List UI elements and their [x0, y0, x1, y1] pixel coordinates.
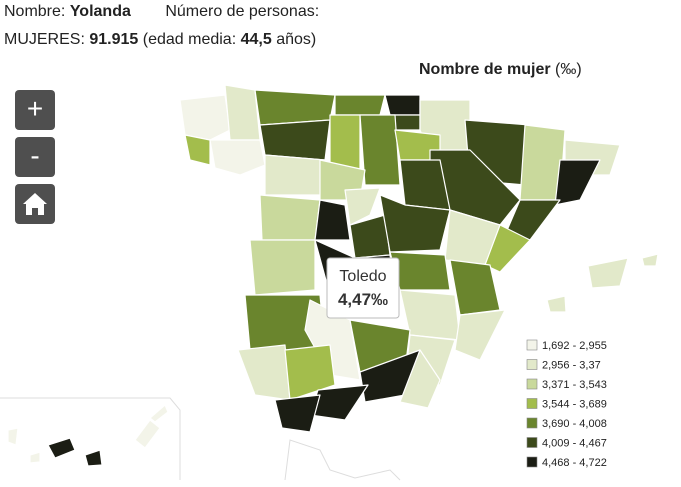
- legend-swatch: [526, 437, 538, 448]
- map-title: Nombre de mujer (‰): [419, 61, 582, 78]
- legend-swatch: [526, 378, 538, 390]
- legend-label: 1,692 - 2,955: [542, 340, 607, 352]
- province[interactable]: [309, 384, 369, 421]
- zoom-out[interactable]: -: [15, 137, 55, 177]
- province[interactable]: [546, 295, 567, 313]
- province[interactable]: [554, 159, 601, 206]
- legend-label: 3,690 - 4,008: [542, 418, 607, 430]
- legend: 1,692 - 2,955 2,956 - 3,37 3,371 - 3,543 3,…: [526, 339, 607, 469]
- province[interactable]: [274, 394, 321, 433]
- province[interactable]: [249, 239, 316, 296]
- legend-swatch: [526, 398, 538, 409]
- title-unit: (‰): [555, 61, 582, 78]
- title-text: Nombre de mujer: [419, 61, 551, 78]
- legend-label: 2,956 - 3,37: [542, 360, 601, 372]
- province[interactable]: [149, 404, 169, 423]
- province[interactable]: [587, 257, 629, 289]
- province[interactable]: [641, 253, 659, 267]
- label: MUJERES:: [4, 31, 85, 48]
- province[interactable]: [209, 139, 266, 176]
- tooltip: Toledo 4,47‰: [326, 257, 400, 319]
- legend-swatch: [526, 359, 538, 370]
- legend-swatch: [526, 417, 538, 429]
- province[interactable]: [334, 94, 386, 116]
- province[interactable]: [179, 94, 231, 141]
- province[interactable]: [344, 187, 381, 226]
- canary-islands: [7, 404, 169, 467]
- legend-label: 3,371 - 3,543: [542, 379, 607, 391]
- province[interactable]: [284, 344, 336, 401]
- label: Número de personas:: [165, 3, 320, 20]
- province[interactable]: [264, 154, 326, 196]
- province[interactable]: [379, 194, 451, 253]
- province[interactable]: [184, 134, 211, 166]
- province[interactable]: [134, 419, 161, 449]
- province[interactable]: [224, 84, 261, 141]
- province[interactable]: [329, 114, 361, 171]
- tooltip-box: [326, 257, 400, 319]
- province[interactable]: [259, 119, 331, 161]
- header-line-1: Nombre: Yolanda Número de personas:: [4, 3, 319, 21]
- age-value: 44,5: [240, 31, 272, 48]
- province[interactable]: [399, 349, 441, 409]
- header-line-2: MUJERES: 91.915 (edad media: 44,5 años): [4, 31, 316, 49]
- label: años): [276, 31, 317, 48]
- legend-label: 4,009 - 4,467: [542, 438, 607, 450]
- tooltip-province: Toledo: [339, 268, 386, 285]
- name-value: Yolanda: [69, 3, 131, 20]
- zoom-in[interactable]: +: [15, 90, 55, 130]
- label: (edad media:: [142, 31, 237, 48]
- province[interactable]: [47, 437, 76, 459]
- province[interactable]: [484, 224, 531, 273]
- province[interactable]: [384, 94, 421, 116]
- legend-label: 4,468 - 4,722: [542, 457, 607, 469]
- home-icon: [23, 193, 47, 215]
- tooltip-value: 4,47‰: [338, 290, 388, 309]
- coast: [284, 439, 401, 481]
- legend-swatch: [526, 339, 538, 351]
- province[interactable]: [359, 114, 401, 186]
- province[interactable]: [84, 449, 103, 467]
- province[interactable]: [314, 199, 351, 241]
- women-count: 91.915: [89, 31, 139, 48]
- province[interactable]: [237, 344, 291, 401]
- legend-swatch: [526, 456, 538, 468]
- province[interactable]: [29, 451, 41, 464]
- home-button[interactable]: [15, 184, 55, 224]
- province[interactable]: [259, 194, 321, 241]
- legend-label: 3,544 - 3,689: [542, 399, 607, 411]
- province[interactable]: [454, 309, 506, 361]
- province[interactable]: [254, 89, 336, 126]
- provinces: [179, 84, 659, 433]
- label: Nombre:: [4, 3, 66, 20]
- province[interactable]: [7, 427, 19, 446]
- canary-frame: [0, 397, 181, 480]
